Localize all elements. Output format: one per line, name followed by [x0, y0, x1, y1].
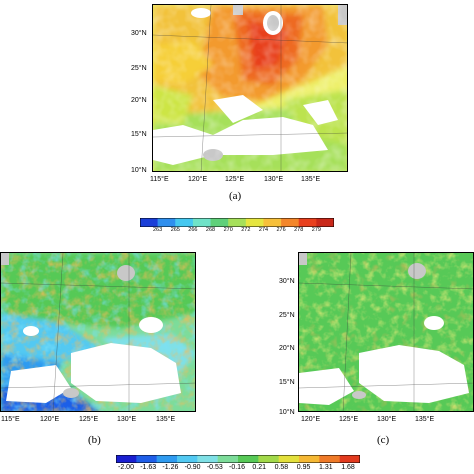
lon-tick-label: 130°E — [377, 416, 397, 423]
lat-tick-label: 25°N — [131, 65, 147, 72]
colorbar-tick-label: 274 — [258, 227, 269, 233]
lon-tick-label: 115°E — [150, 176, 169, 183]
colorbar-tick-label: -0.53 — [206, 464, 223, 471]
colorbar-tick-label: 0.21 — [252, 464, 266, 471]
lon-tick-label: 120°E — [301, 416, 321, 423]
map-panel-b — [0, 252, 196, 412]
lon-tick-label: 125°E — [79, 416, 99, 423]
colorbar-swatch — [210, 218, 229, 227]
lat-tick-label: 30°N — [279, 278, 295, 285]
colorbar-swatch — [299, 455, 320, 463]
colorbar-tick-label: -2.00 — [118, 464, 134, 471]
colorbar-swatch — [140, 218, 158, 227]
panel-label-c: (c) — [377, 434, 390, 446]
lat-tick-label: 15°N — [131, 131, 147, 138]
colorbar-swatch — [217, 455, 239, 463]
lat-tick-label: 25°N — [279, 312, 295, 319]
lon-tick-label: 115°E — [1, 416, 20, 423]
colorbar-swatch — [298, 218, 317, 227]
colorbar-top-labels: 263 265 266 268 270 272 274 276 278 279 — [140, 227, 334, 236]
colorbar-tick-label: 272 — [241, 227, 251, 233]
colorbar-tick-label: 1.31 — [318, 464, 333, 471]
colorbar-swatch — [245, 218, 264, 227]
map-panel-c — [298, 252, 474, 412]
colorbar-swatch — [339, 455, 360, 463]
satellite-field-map-b — [1, 253, 195, 411]
colorbar-tick-label: 263 — [153, 227, 163, 233]
lon-tick-label: 135°E — [415, 416, 435, 423]
colorbar-swatch — [316, 218, 334, 227]
lat-tick-label: 20°N — [131, 97, 147, 104]
colorbar-tick-label: 0.95 — [296, 464, 311, 471]
panel-label-a: (a) — [229, 190, 242, 202]
colorbar-swatch — [228, 218, 247, 227]
satellite-field-map-c — [299, 253, 473, 411]
colorbar-bottom-labels: -2.00 -1.63 -1.26 -0.90 -0.53 -0.16 0.21… — [116, 464, 360, 473]
colorbar-swatch — [156, 455, 178, 463]
colorbar-border — [140, 218, 334, 227]
colorbar-swatch — [281, 218, 300, 227]
colorbar-swatch — [319, 455, 340, 463]
colorbar-swatch — [116, 455, 137, 463]
colorbar-tick-label: 276 — [276, 227, 286, 233]
colorbar-swatch — [197, 455, 218, 463]
colorbar-tick-label: -0.16 — [229, 464, 245, 471]
colorbar-bottom — [116, 455, 360, 463]
colorbar-swatch — [136, 455, 157, 463]
colorbar-swatch — [192, 218, 211, 227]
colorbar-tick-label: -1.26 — [162, 464, 179, 471]
lon-tick-label: 120°E — [188, 176, 208, 183]
lon-tick-label: 125°E — [225, 176, 245, 183]
colorbar-swatch — [175, 218, 194, 227]
colorbar-tick-label: 266 — [188, 227, 198, 233]
lon-tick-label: 135°E — [156, 416, 176, 423]
colorbar-tick-label: 279 — [311, 227, 321, 233]
map-panel-a — [152, 4, 348, 172]
colorbar-tick-label: -1.63 — [140, 464, 157, 471]
lat-tick-label: 10°N — [131, 167, 147, 174]
colorbar-swatch — [238, 455, 259, 463]
colorbar-top — [140, 218, 334, 227]
lon-tick-label: 120°E — [40, 416, 60, 423]
colorbar-swatch — [177, 455, 198, 463]
lat-tick-label: 30°N — [131, 30, 147, 37]
colorbar-tick-label: 278 — [294, 227, 304, 233]
colorbar-tick-label: -0.90 — [184, 464, 201, 471]
colorbar-swatch — [157, 218, 176, 227]
panel-label-b: (b) — [88, 434, 101, 446]
lon-tick-label: 130°E — [264, 176, 284, 183]
colorbar-tick-label: 265 — [170, 227, 180, 233]
lat-tick-label: 10°N — [279, 409, 295, 416]
colorbar-tick-label: 1.68 — [341, 464, 355, 471]
colorbar-swatch — [263, 218, 282, 227]
lon-tick-label: 130°E — [117, 416, 137, 423]
lat-tick-label: 15°N — [279, 379, 295, 386]
colorbar-swatch — [258, 455, 279, 463]
lat-tick-label: 20°N — [279, 345, 295, 352]
lon-tick-label: 125°E — [339, 416, 359, 423]
colorbar-top-swatches — [140, 218, 334, 227]
colorbar-tick-label: 270 — [223, 227, 233, 233]
colorbar-border — [116, 455, 360, 463]
colorbar-swatch — [278, 455, 300, 463]
colorbar-bottom-swatches — [116, 455, 360, 463]
satellite-field-map-a — [153, 5, 347, 171]
colorbar-tick-label: 268 — [205, 227, 216, 233]
lon-tick-label: 135°E — [301, 176, 321, 183]
colorbar-tick-label: 0.58 — [274, 464, 289, 471]
